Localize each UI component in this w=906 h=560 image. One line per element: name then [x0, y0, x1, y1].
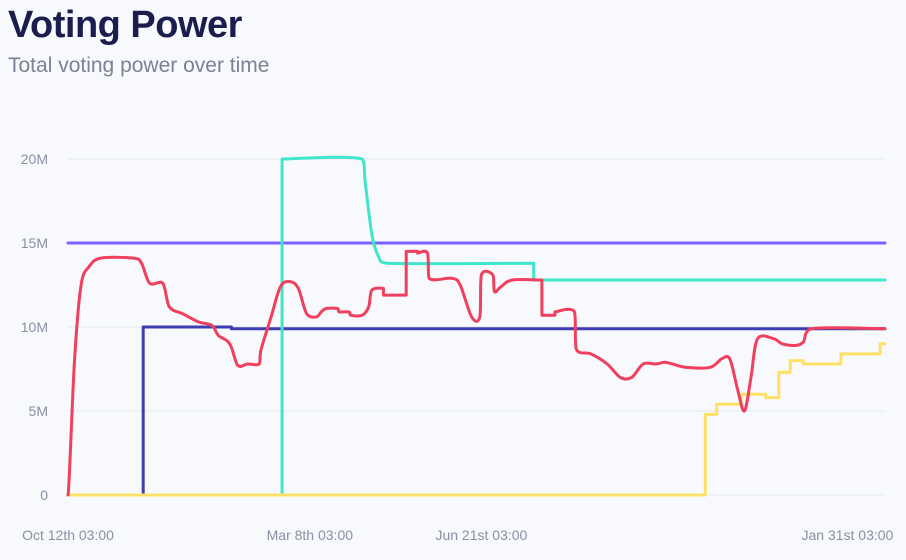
- y-tick-label: 15M: [21, 235, 48, 251]
- series-layer: [66, 155, 887, 497]
- chart-title: Voting Power: [8, 4, 242, 46]
- x-tick-label: Jun 21st 03:00: [435, 527, 527, 543]
- x-tick-label: Jan 31st 03:00: [801, 527, 893, 543]
- y-tick-label: 5M: [29, 403, 48, 419]
- chart-subtitle: Total voting power over time: [8, 54, 270, 77]
- x-tick-label: Oct 12th 03:00: [22, 527, 114, 543]
- series-line-3: [66, 155, 887, 497]
- y-tick-label: 0: [40, 487, 48, 503]
- series-line-4: [66, 342, 887, 497]
- y-tick-label: 10M: [21, 319, 48, 335]
- x-tick-label: Mar 8th 03:00: [267, 527, 354, 543]
- y-tick-label: 20M: [21, 151, 48, 167]
- series-line-5: [66, 249, 887, 497]
- axis-labels: 0 5M 10M 15M 20M Oct 12th 03:00 Mar 8th 03:00 J…: [21, 151, 894, 543]
